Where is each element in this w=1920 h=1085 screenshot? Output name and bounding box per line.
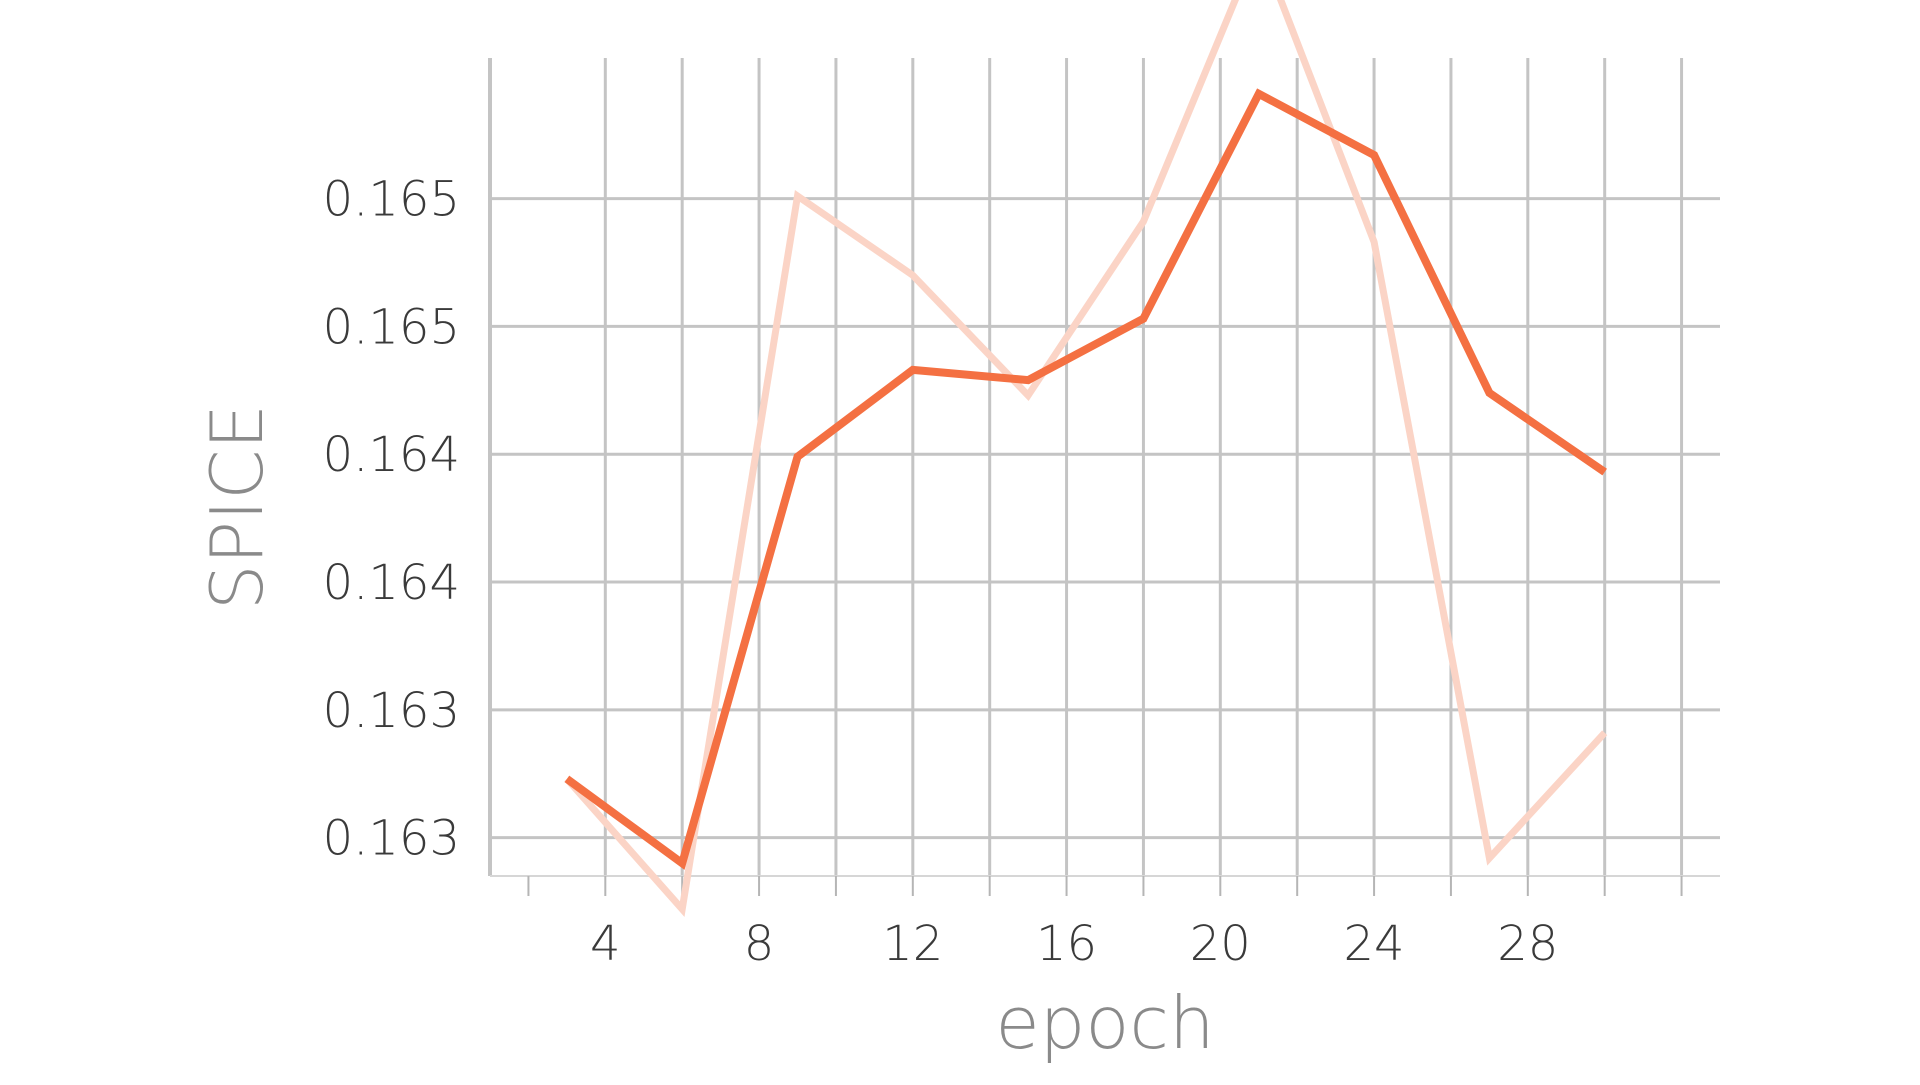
y-tick-label: 0.164 <box>323 427 460 483</box>
axes <box>488 58 1720 896</box>
grid <box>490 58 1720 876</box>
y-tick-label: 0.163 <box>323 811 460 867</box>
y-tick-label: 0.165 <box>323 172 460 228</box>
x-tick-labels: 4 8 12 16 20 24 28 <box>590 916 1558 972</box>
y-tick-label: 0.163 <box>323 683 460 739</box>
raw-series-line <box>564 0 1608 918</box>
y-tick-label: 0.164 <box>323 555 460 611</box>
x-tick-label: 12 <box>882 916 943 972</box>
x-tick-label: 8 <box>744 916 775 972</box>
y-axis-title: SPICE <box>195 404 279 610</box>
x-tick-label: 16 <box>1036 916 1097 972</box>
series-group <box>564 0 1608 918</box>
x-axis-title: epoch <box>995 981 1214 1065</box>
x-tick-label: 28 <box>1497 916 1558 972</box>
x-tick-label: 24 <box>1344 916 1405 972</box>
x-tick-label: 20 <box>1190 916 1251 972</box>
smoothed-series-line <box>564 88 1607 870</box>
x-tick-label: 4 <box>590 916 621 972</box>
y-tick-labels: 0.163 0.163 0.164 0.164 0.165 0.165 <box>323 172 460 867</box>
y-tick-label: 0.165 <box>323 299 460 355</box>
